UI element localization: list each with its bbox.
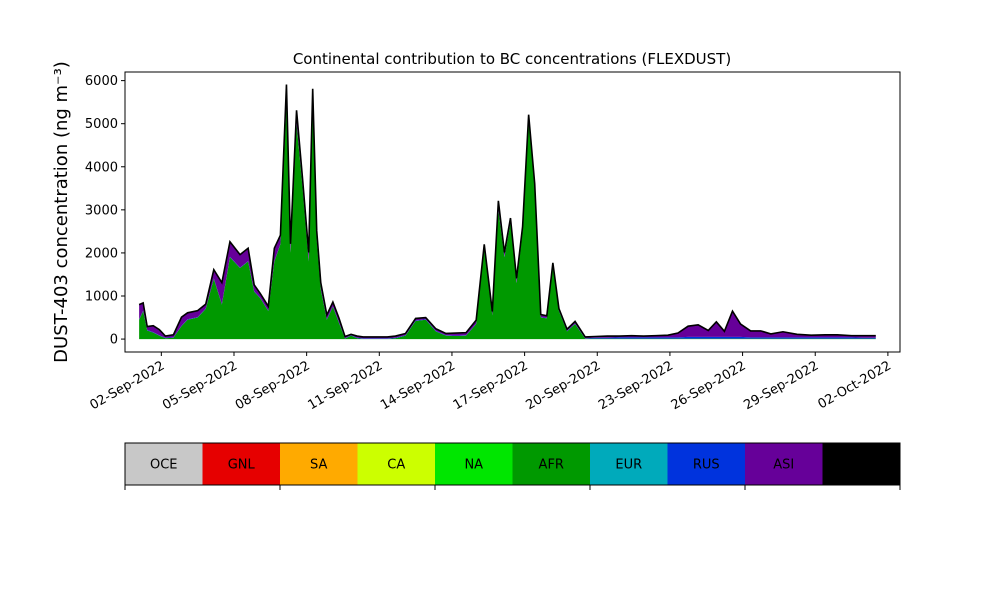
legend-swatch-ca — [357, 443, 435, 485]
axes: 0 1000 2000 3000 4000 5000 6000 02-Sep-202205-S… — [85, 71, 901, 413]
x-tick-label: 14-Sep-2022 — [378, 358, 458, 413]
x-tick-label: 29-Sep-2022 — [741, 358, 821, 413]
legend-label-eur: EUR — [615, 458, 642, 473]
legend-swatch-afr — [512, 443, 590, 485]
legend-label-gnl: GNL — [228, 458, 256, 473]
y-tick-label: 0 — [110, 333, 118, 348]
y-tick-label: 5000 — [85, 117, 118, 132]
x-tick-label: 05-Sep-2022 — [160, 358, 240, 413]
legend-label-na: NA — [464, 458, 483, 473]
legend-colorbar: OCE GNL SA CA NA AFR EUR RUS ASI AUS — [124, 442, 901, 490]
x-tick-label: 17-Sep-2022 — [451, 358, 531, 413]
legend-label-ca: CA — [387, 458, 405, 473]
chart-title: Continental contribution to BC concentra… — [293, 50, 731, 68]
x-tick-label: 02-Oct-2022 — [815, 358, 893, 412]
legend-swatch-gnl — [202, 443, 280, 485]
x-tick-label: 26-Sep-2022 — [669, 358, 749, 413]
area-afr — [139, 97, 876, 340]
x-tick-label: 08-Sep-2022 — [233, 358, 313, 413]
total-outline — [138, 84, 876, 338]
legend-label-asi: ASI — [773, 458, 794, 473]
legend-swatch-na — [435, 443, 513, 485]
y-tick-label: 2000 — [85, 246, 118, 261]
legend-swatch-rus — [667, 443, 745, 485]
legend-label-rus: RUS — [693, 458, 720, 473]
y-tick-label: 6000 — [85, 74, 118, 89]
x-tick-label: 20-Sep-2022 — [523, 358, 603, 413]
legend-frame — [124, 442, 901, 486]
legend-label-oce: OCE — [150, 458, 178, 473]
legend-label-afr: AFR — [539, 458, 564, 473]
plot-frame — [124, 71, 901, 353]
x-tick-label: 23-Sep-2022 — [596, 358, 676, 413]
x-tick-label: 02-Sep-2022 — [88, 358, 168, 413]
legend-swatch-aus — [822, 443, 900, 485]
legend-swatch-eur — [590, 443, 668, 485]
legend-swatch-sa — [280, 443, 358, 485]
y-axis-label: DUST-403 concentration (ng m⁻³) — [51, 61, 72, 363]
legend-label-sa: SA — [310, 458, 327, 473]
legend-swatch-oce — [125, 443, 203, 485]
y-tick-label: 3000 — [85, 203, 118, 218]
x-tick-label: 11-Sep-2022 — [305, 358, 385, 413]
y-tick-label: 1000 — [85, 290, 118, 305]
plot-area — [138, 84, 876, 340]
legend-swatch-asi — [745, 443, 823, 485]
y-tick-label: 4000 — [85, 160, 118, 175]
legend-label-aus: AUS — [848, 458, 875, 473]
